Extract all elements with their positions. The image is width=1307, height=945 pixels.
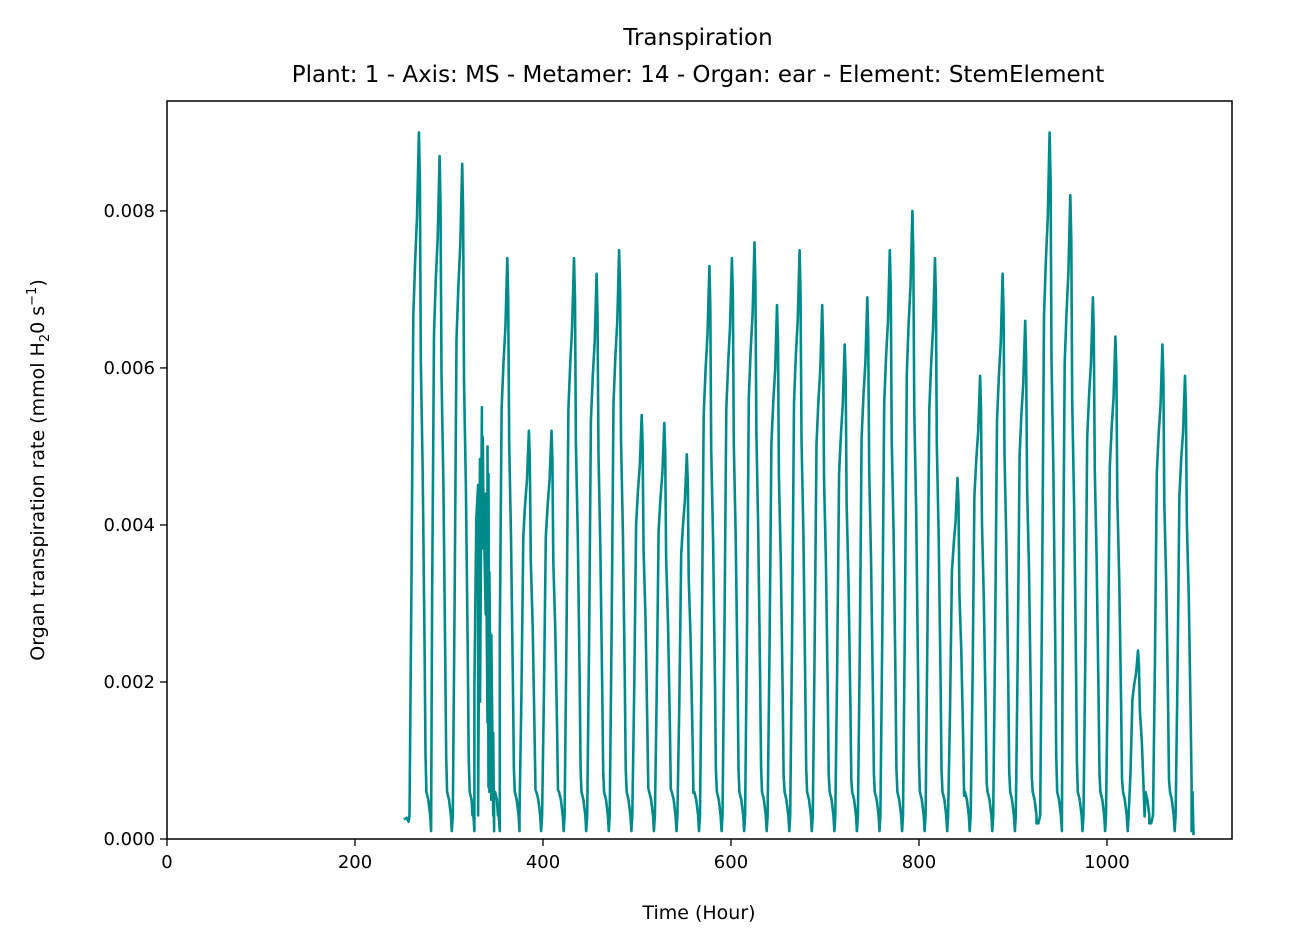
y-label-end: ) [27, 279, 49, 286]
y-axis-ticks: 0.000 0.002 0.004 0.006 0.008 [103, 201, 167, 850]
x-tick-label: 400 [526, 852, 560, 873]
x-axis-ticks: 0 200 400 600 800 1000 [161, 839, 1130, 873]
x-axis-label: Time (Hour) [641, 902, 755, 924]
y-label-mid: 0 s [27, 306, 49, 334]
x-tick-label: 0 [161, 852, 172, 873]
y-label-sub: 2 [38, 334, 53, 342]
y-tick-label: 0.008 [103, 201, 155, 222]
y-axis-label: Organ transpiration rate (mmol H20 s−1) [25, 279, 53, 661]
axes-frame [166, 100, 1233, 840]
x-tick-label: 200 [338, 852, 372, 873]
chart-title: Transpiration [622, 25, 772, 51]
x-tick-label: 800 [902, 852, 936, 873]
x-tick-label: 600 [714, 852, 748, 873]
y-tick-label: 0.006 [103, 358, 155, 379]
series-line [403, 131, 1195, 836]
y-tick-label: 0.004 [103, 515, 155, 536]
x-tick-label: 1000 [1084, 852, 1130, 873]
plot-area [403, 131, 1195, 836]
y-tick-label: 0.002 [103, 672, 155, 693]
y-label-main: Organ transpiration rate (mmol H [27, 342, 49, 661]
y-tick-label: 0.000 [103, 829, 155, 850]
y-label-sup: −1 [25, 287, 40, 306]
chart-subtitle: Plant: 1 - Axis: MS - Metamer: 14 - Orga… [292, 62, 1104, 88]
